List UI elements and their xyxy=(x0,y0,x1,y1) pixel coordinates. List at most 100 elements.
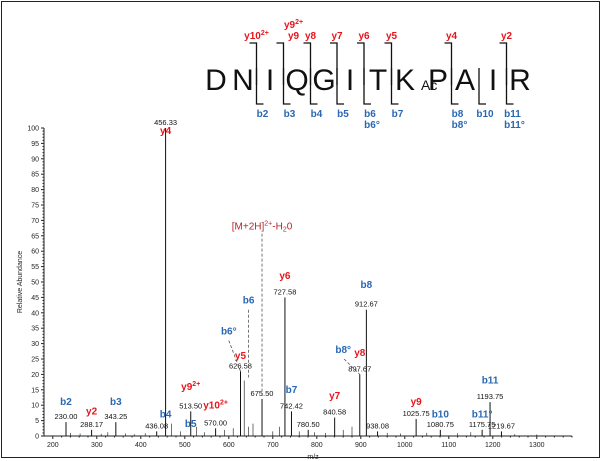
y-tick-label: 55 xyxy=(31,264,39,271)
peak-mz-label: 1080.75 xyxy=(427,420,454,429)
y-tick-label: 10 xyxy=(31,403,39,410)
b-fragment-bracket xyxy=(336,68,344,105)
y-tick-label: 80 xyxy=(31,187,39,194)
dashed-connector xyxy=(343,358,361,375)
b-fragment-bracket xyxy=(478,68,486,105)
peak-mz-label: 1193.75 xyxy=(477,392,504,401)
ion-label-b3: b3 xyxy=(110,397,122,408)
ion-label-b8o: b8° xyxy=(335,345,351,356)
ion-label-b4: b4 xyxy=(160,410,172,421)
y-tick-label: 70 xyxy=(31,218,39,225)
sequence-residue-7: T xyxy=(369,64,387,97)
sequence-label-b11: b11 xyxy=(504,109,521,120)
ion-label-b6o: b6° xyxy=(221,326,237,337)
peak-mz-label: 840.58 xyxy=(323,408,346,417)
ion-label-y7: y7 xyxy=(329,391,341,402)
y-tick-label: 35 xyxy=(31,326,39,333)
sequence-label-b11-neutral-loss: b11° xyxy=(504,120,525,131)
b-fragment-bracket xyxy=(282,68,291,105)
precursor-ion-label: [M+2H]2+-H20 xyxy=(232,221,293,234)
peak-mz-label: 938.08 xyxy=(366,421,389,430)
sequence-residue-11: I xyxy=(489,64,497,97)
b-fragment-bracket xyxy=(363,68,371,105)
x-tick-label: 300 xyxy=(91,442,103,449)
b-fragment-bracket xyxy=(450,68,459,105)
sequence-label-y6: y6 xyxy=(358,31,370,42)
y-tick-label: 90 xyxy=(31,156,39,163)
ion-label-b11o: b11° xyxy=(472,410,493,421)
x-tick-label: 700 xyxy=(267,442,279,449)
peak-mz-label: 727.58 xyxy=(273,287,296,296)
sequence-label-y7: y7 xyxy=(331,31,343,42)
ion-label-b11: b11 xyxy=(482,376,499,387)
x-tick-label: 200 xyxy=(47,442,59,449)
peak-mz-label: 230.00 xyxy=(55,412,78,421)
sequence-label-y5: y5 xyxy=(386,31,398,42)
peak-mz-label: 675.50 xyxy=(251,389,274,398)
y-fragment-bracket xyxy=(357,42,365,85)
peak-mz-label: 912.67 xyxy=(355,300,378,309)
sequence-label-b6-neutral-loss: b6° xyxy=(364,120,380,131)
ion-label-b6: b6 xyxy=(243,296,255,307)
x-tick-label: 1300 xyxy=(529,442,545,449)
b-fragment-bracket xyxy=(255,68,264,105)
b-fragment-bracket xyxy=(309,68,318,105)
spectrum-peaks xyxy=(65,128,538,436)
y-tick-label: 60 xyxy=(31,249,39,256)
ion-label-b8: b8 xyxy=(361,280,373,291)
peak-mz-label: 897.67 xyxy=(348,364,371,373)
sequence-label-b2: b2 xyxy=(257,109,269,120)
chart-axes: 0 5 10 15 20 25 30 35 40 45 50 55 60 65 70 75 80 85 90 95 10… xyxy=(27,126,573,449)
ion-annotations: b2 y2 b3 b4 y4 b5 y92+y102+ y5 b6 b6° y6 b7 y7 b8° y8 b… xyxy=(60,126,499,430)
peak-mz-label: 780.50 xyxy=(297,420,320,429)
x-tick-label: 1200 xyxy=(485,442,501,449)
sequence-label-b5: b5 xyxy=(337,109,349,120)
x-tick-label: 800 xyxy=(311,442,323,449)
sequence-residue-10: A xyxy=(455,64,475,97)
sequence-label-b7: b7 xyxy=(392,109,404,120)
sequence-label-y4: y4 xyxy=(446,31,458,42)
y-tick-label: 5 xyxy=(35,418,39,425)
peak-mz-label: 1025.75 xyxy=(403,409,430,418)
y-tick-label: 45 xyxy=(31,295,39,302)
dashed-connector xyxy=(228,340,241,372)
y-tick-label: 95 xyxy=(31,141,39,148)
y-tick-label: 50 xyxy=(31,280,39,287)
ion-label-y5: y5 xyxy=(235,351,247,362)
sequence-residue-2: N xyxy=(232,64,254,97)
x-tick-label: 400 xyxy=(135,442,147,449)
y-tick-label: 0 xyxy=(35,434,39,441)
sequence-label-b4: b4 xyxy=(311,109,323,120)
ion-label-y4: y4 xyxy=(160,126,172,137)
ion-label-y9: y9 xyxy=(411,397,423,408)
ion-label-b10: b10 xyxy=(432,410,450,421)
sequence-residue-3: I xyxy=(266,64,274,97)
ion-label-b2: b2 xyxy=(60,397,72,408)
peak-mz-label: 570.00 xyxy=(204,418,227,427)
y-fragment-bracket xyxy=(276,42,285,85)
sequence-label-y8: y8 xyxy=(305,31,317,42)
sequence-modification: Ac xyxy=(421,77,437,93)
y-tick-label: 75 xyxy=(31,203,39,210)
y-tick-label: 20 xyxy=(31,372,39,379)
ion-label-b5: b5 xyxy=(185,419,197,430)
sequence-label-y2: y2 xyxy=(501,31,513,42)
y-tick-label: 85 xyxy=(31,172,39,179)
y-tick-label: 65 xyxy=(31,233,39,240)
y-axis-title: Relative Abundance xyxy=(17,251,24,313)
sequence-label-b8-neutral-loss: b8° xyxy=(452,120,468,131)
b-fragment-bracket xyxy=(390,68,399,105)
sequence-label-b8: b8 xyxy=(452,109,464,120)
peak-mz-label: 513.50 xyxy=(179,401,202,410)
y-tick-label: 100 xyxy=(27,126,39,133)
sequence-label-b10: b10 xyxy=(476,109,494,120)
peak-mz-label: 343.25 xyxy=(104,412,127,421)
sequence-label-b6: b6 xyxy=(364,109,376,120)
ion-label-y8: y8 xyxy=(354,348,366,359)
ion-label-y10_2: y102+ xyxy=(203,399,228,411)
sequence-residue-4: Q xyxy=(285,64,308,97)
